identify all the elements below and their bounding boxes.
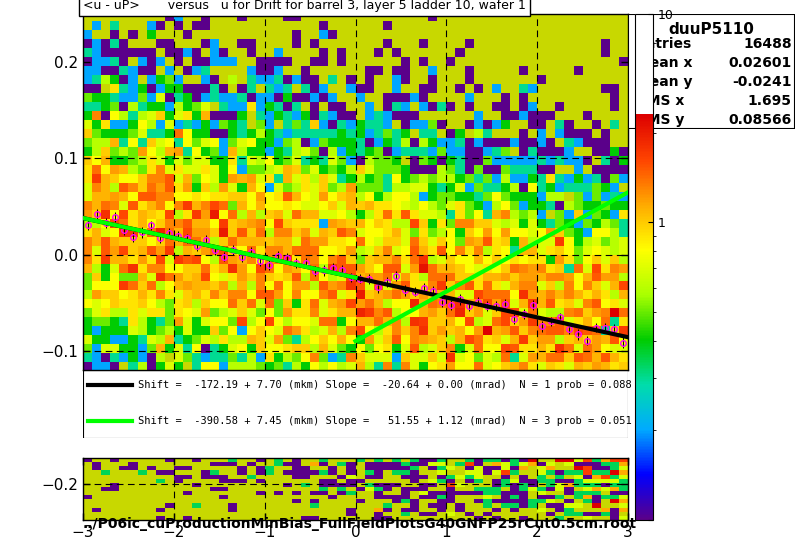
Text: RMS y: RMS y [636, 113, 684, 127]
Text: Mean x: Mean x [636, 56, 693, 70]
Text: Shift =  -390.58 + 7.45 (mkm) Slope =   51.55 + 1.12 (mrad)  N = 3 prob = 0.051: Shift = -390.58 + 7.45 (mkm) Slope = 51.… [138, 416, 631, 426]
Text: ../P06ic_cuProductionMinBias_FullFieldPlotsG40GNFP25rCut0.5cm.root: ../P06ic_cuProductionMinBias_FullFieldPl… [83, 517, 637, 531]
Text: 0.08566: 0.08566 [728, 113, 792, 127]
Text: RMS x: RMS x [636, 94, 684, 108]
Text: -0.0241: -0.0241 [732, 75, 792, 89]
Text: 1.695: 1.695 [747, 94, 792, 108]
Text: duuP5110: duuP5110 [669, 22, 754, 37]
Text: Shift =  -172.19 + 7.70 (mkm) Slope =  -20.64 + 0.00 (mrad)  N = 1 prob = 0.088: Shift = -172.19 + 7.70 (mkm) Slope = -20… [138, 380, 631, 390]
Text: 16488: 16488 [743, 37, 792, 51]
Text: Entries: Entries [636, 37, 692, 51]
Text: Mean y: Mean y [636, 75, 693, 89]
Text: 0.02601: 0.02601 [728, 56, 792, 70]
Text: <u - uP>       versus   u for Drift for barrel 3, layer 5 ladder 10, wafer 1: <u - uP> versus u for Drift for barrel 3… [83, 0, 525, 12]
